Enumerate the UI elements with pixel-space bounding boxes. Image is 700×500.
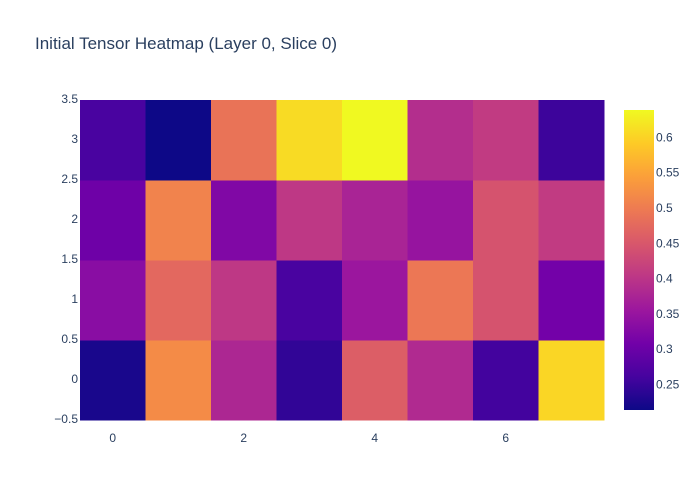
heatmap-cell-r0-c6 — [473, 340, 539, 421]
y-tick-label: 2.5 — [61, 172, 78, 186]
heatmap-cell-r0-c2 — [211, 340, 277, 421]
heatmap-cell-r2-c4 — [342, 180, 408, 261]
y-tick-label: 0.5 — [61, 332, 78, 346]
colorbar-tick-label: 0.55 — [656, 166, 680, 180]
y-tick-label: −0.5 — [54, 412, 78, 426]
colorbar-tick-label: 0.6 — [656, 130, 673, 144]
colorbar-tick-label: 0.45 — [656, 236, 680, 250]
heatmap-cell-r3-c1 — [145, 100, 212, 181]
y-tick-label: 3 — [71, 132, 78, 146]
heatmap-cell-r0-c0 — [80, 340, 146, 421]
heatmap-cell-r2-c1 — [145, 180, 212, 261]
x-tick-label: 0 — [109, 431, 116, 445]
y-tick-label: 1.5 — [61, 252, 78, 266]
heatmap-cell-r1-c1 — [145, 260, 212, 341]
heatmap-cell-r0-c3 — [276, 340, 343, 421]
heatmap-cell-r3-c2 — [211, 100, 277, 181]
heatmap-cell-r3-c5 — [407, 100, 474, 181]
heatmap-cell-r3-c7 — [538, 100, 605, 181]
y-tick-label: 1 — [71, 292, 78, 306]
heatmap-cell-r1-c0 — [80, 260, 146, 341]
heatmap-cell-r3-c0 — [80, 100, 146, 181]
heatmap-cell-r1-c4 — [342, 260, 408, 341]
chart-title: Initial Tensor Heatmap (Layer 0, Slice 0… — [35, 34, 338, 53]
heatmap-cell-r3-c6 — [473, 100, 539, 181]
heatmap-cell-r0-c5 — [407, 340, 474, 421]
heatmap-cell-r1-c6 — [473, 260, 539, 341]
y-tick-label: 3.5 — [61, 92, 78, 106]
heatmap-cell-r0-c1 — [145, 340, 212, 421]
heatmap-cell-r2-c7 — [538, 180, 605, 261]
heatmap-cell-r1-c7 — [538, 260, 605, 341]
x-tick-label: 6 — [502, 431, 509, 445]
heatmap-cells — [80, 100, 605, 421]
x-tick-label: 2 — [240, 431, 247, 445]
y-tick-label: 2 — [71, 212, 78, 226]
heatmap-cell-r0-c7 — [538, 340, 605, 421]
x-tick-label: 4 — [371, 431, 378, 445]
colorbar-gradient — [624, 110, 654, 410]
y-tick-label: 0 — [71, 372, 78, 386]
heatmap-cell-r1-c5 — [407, 260, 474, 341]
heatmap-cell-r1-c3 — [276, 260, 343, 341]
heatmap-cell-r2-c3 — [276, 180, 343, 261]
y-axis: −0.5 0 0.5 1 1.5 2 2.5 3 3.5 — [54, 92, 78, 426]
colorbar-tick-label: 0.4 — [656, 272, 673, 286]
colorbar-tick-label: 0.25 — [656, 377, 680, 391]
colorbar: 0.25 0.3 0.35 0.4 0.45 0.5 0.55 0.6 — [624, 110, 680, 410]
heatmap-cell-r2-c0 — [80, 180, 146, 261]
colorbar-tick-label: 0.3 — [656, 342, 673, 356]
x-axis: 0 2 4 6 — [109, 431, 509, 445]
heatmap-cell-r2-c5 — [407, 180, 474, 261]
heatmap-cell-r0-c4 — [342, 340, 408, 421]
colorbar-tick-label: 0.5 — [656, 201, 673, 215]
heatmap-cell-r2-c6 — [473, 180, 539, 261]
heatmap-cell-r3-c4 — [342, 100, 408, 181]
heatmap-cell-r2-c2 — [211, 180, 277, 261]
heatmap-cell-r1-c2 — [211, 260, 277, 341]
colorbar-tick-label: 0.35 — [656, 307, 680, 321]
heatmap-cell-r3-c3 — [276, 100, 343, 181]
